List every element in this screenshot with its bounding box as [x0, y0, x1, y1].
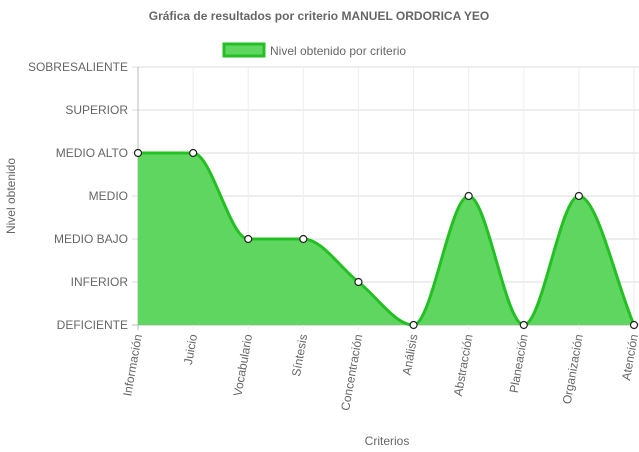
y-tick-label: SUPERIOR	[65, 103, 128, 117]
legend-label: Nivel obtenido por criterio	[270, 44, 406, 58]
data-point[interactable]	[464, 191, 473, 201]
x-axis-label: Criterios	[365, 434, 410, 448]
y-tick-label: SOBRESALIENTE	[28, 60, 128, 74]
data-point[interactable]	[409, 320, 418, 330]
data-point[interactable]	[519, 320, 528, 330]
data-point[interactable]	[189, 148, 198, 158]
x-tick-label: Planeación	[507, 333, 531, 394]
data-point[interactable]	[299, 234, 308, 244]
data-point[interactable]	[244, 234, 253, 244]
y-tick-label: INFERIOR	[71, 275, 129, 289]
x-tick-label: Concentración	[338, 333, 365, 412]
series-area	[138, 153, 634, 325]
x-axis-ticks: Información Juicio Vocabulario Síntesis Conc…	[120, 333, 639, 412]
x-tick-label: Organización	[560, 333, 586, 405]
data-point[interactable]	[629, 320, 639, 330]
legend[interactable]: Nivel obtenido por criterio	[222, 42, 406, 58]
x-tick-label: Información	[120, 333, 145, 397]
y-axis-ticks: DEFICIENTE INFERIOR MEDIO BAJO MEDIO MEDIO A…	[28, 60, 128, 332]
data-point[interactable]	[354, 277, 363, 287]
x-tick-label: Juicio	[181, 333, 200, 366]
data-points	[133, 148, 639, 330]
y-tick-label: DEFICIENTE	[57, 318, 128, 332]
x-tick-label: Vocabulario	[230, 333, 255, 398]
series-line	[138, 151, 636, 327]
chart-title: Gráfica de resultados por criterio MANUE…	[149, 9, 490, 23]
data-point[interactable]	[133, 148, 143, 158]
y-axis-label: Nivel obtenido	[4, 158, 18, 234]
legend-swatch	[222, 42, 266, 58]
x-tick-label: Análisis	[400, 333, 421, 376]
data-point[interactable]	[574, 191, 583, 201]
y-tick-label: MEDIO	[89, 189, 128, 203]
x-tick-label: Síntesis	[289, 333, 310, 377]
x-tick-label: Atención	[619, 333, 639, 381]
y-tick-label: MEDIO BAJO	[54, 232, 128, 246]
y-tick-label: MEDIO ALTO	[56, 146, 128, 160]
x-tick-label: Abstracción	[451, 333, 476, 397]
